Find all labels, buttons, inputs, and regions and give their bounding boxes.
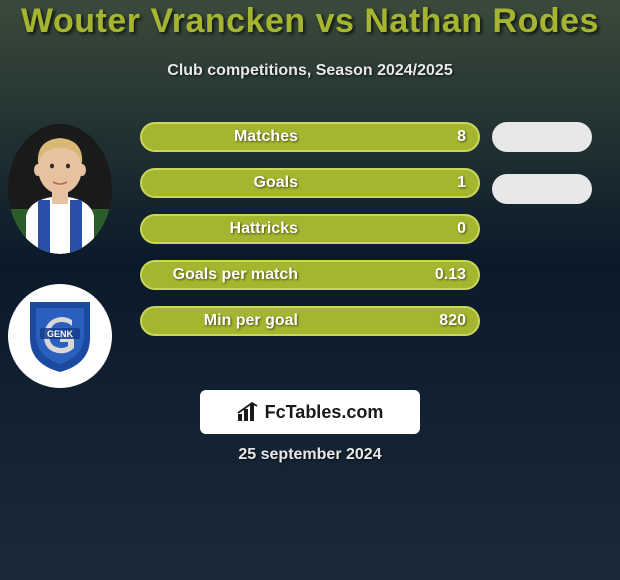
stat-label: Min per goal <box>142 308 304 334</box>
stat-label: Hattricks <box>142 216 304 242</box>
bars-icon <box>237 402 259 422</box>
stat-value: 0 <box>457 216 466 242</box>
player-photo <box>8 124 112 254</box>
stat-value: 820 <box>439 308 466 334</box>
page-subtitle: Club competitions, Season 2024/2025 <box>0 62 620 80</box>
watermark: FcTables.com <box>200 390 420 434</box>
left-column: GENK <box>8 124 112 388</box>
stat-row: Min per goal 820 <box>140 306 480 336</box>
club-logo-svg: GENK <box>18 294 102 378</box>
svg-text:GENK: GENK <box>47 329 74 339</box>
stat-value: 0.13 <box>435 262 466 288</box>
stats-panel: Matches 8 Goals 1 Hattricks 0 Goals per match 0… <box>140 122 480 352</box>
watermark-text: FcTables.com <box>265 402 384 423</box>
stat-row: Hattricks 0 <box>140 214 480 244</box>
comparison-infographic: Wouter Vrancken vs Nathan Rodes Club com… <box>0 0 620 580</box>
player-photo-svg <box>8 124 112 254</box>
club-logo: GENK <box>8 284 112 388</box>
stat-value: 8 <box>457 124 466 150</box>
page-title: Wouter Vrancken vs Nathan Rodes <box>0 2 620 41</box>
right-pills <box>492 122 592 226</box>
blank-pill <box>492 122 592 152</box>
stat-row: Goals per match 0.13 <box>140 260 480 290</box>
footer-date: 25 september 2024 <box>0 446 620 464</box>
stat-label: Matches <box>142 124 304 150</box>
blank-pill <box>492 174 592 204</box>
stat-label: Goals per match <box>142 262 304 288</box>
stat-row: Matches 8 <box>140 122 480 152</box>
stat-label: Goals <box>142 170 304 196</box>
stat-row: Goals 1 <box>140 168 480 198</box>
stat-value: 1 <box>457 170 466 196</box>
